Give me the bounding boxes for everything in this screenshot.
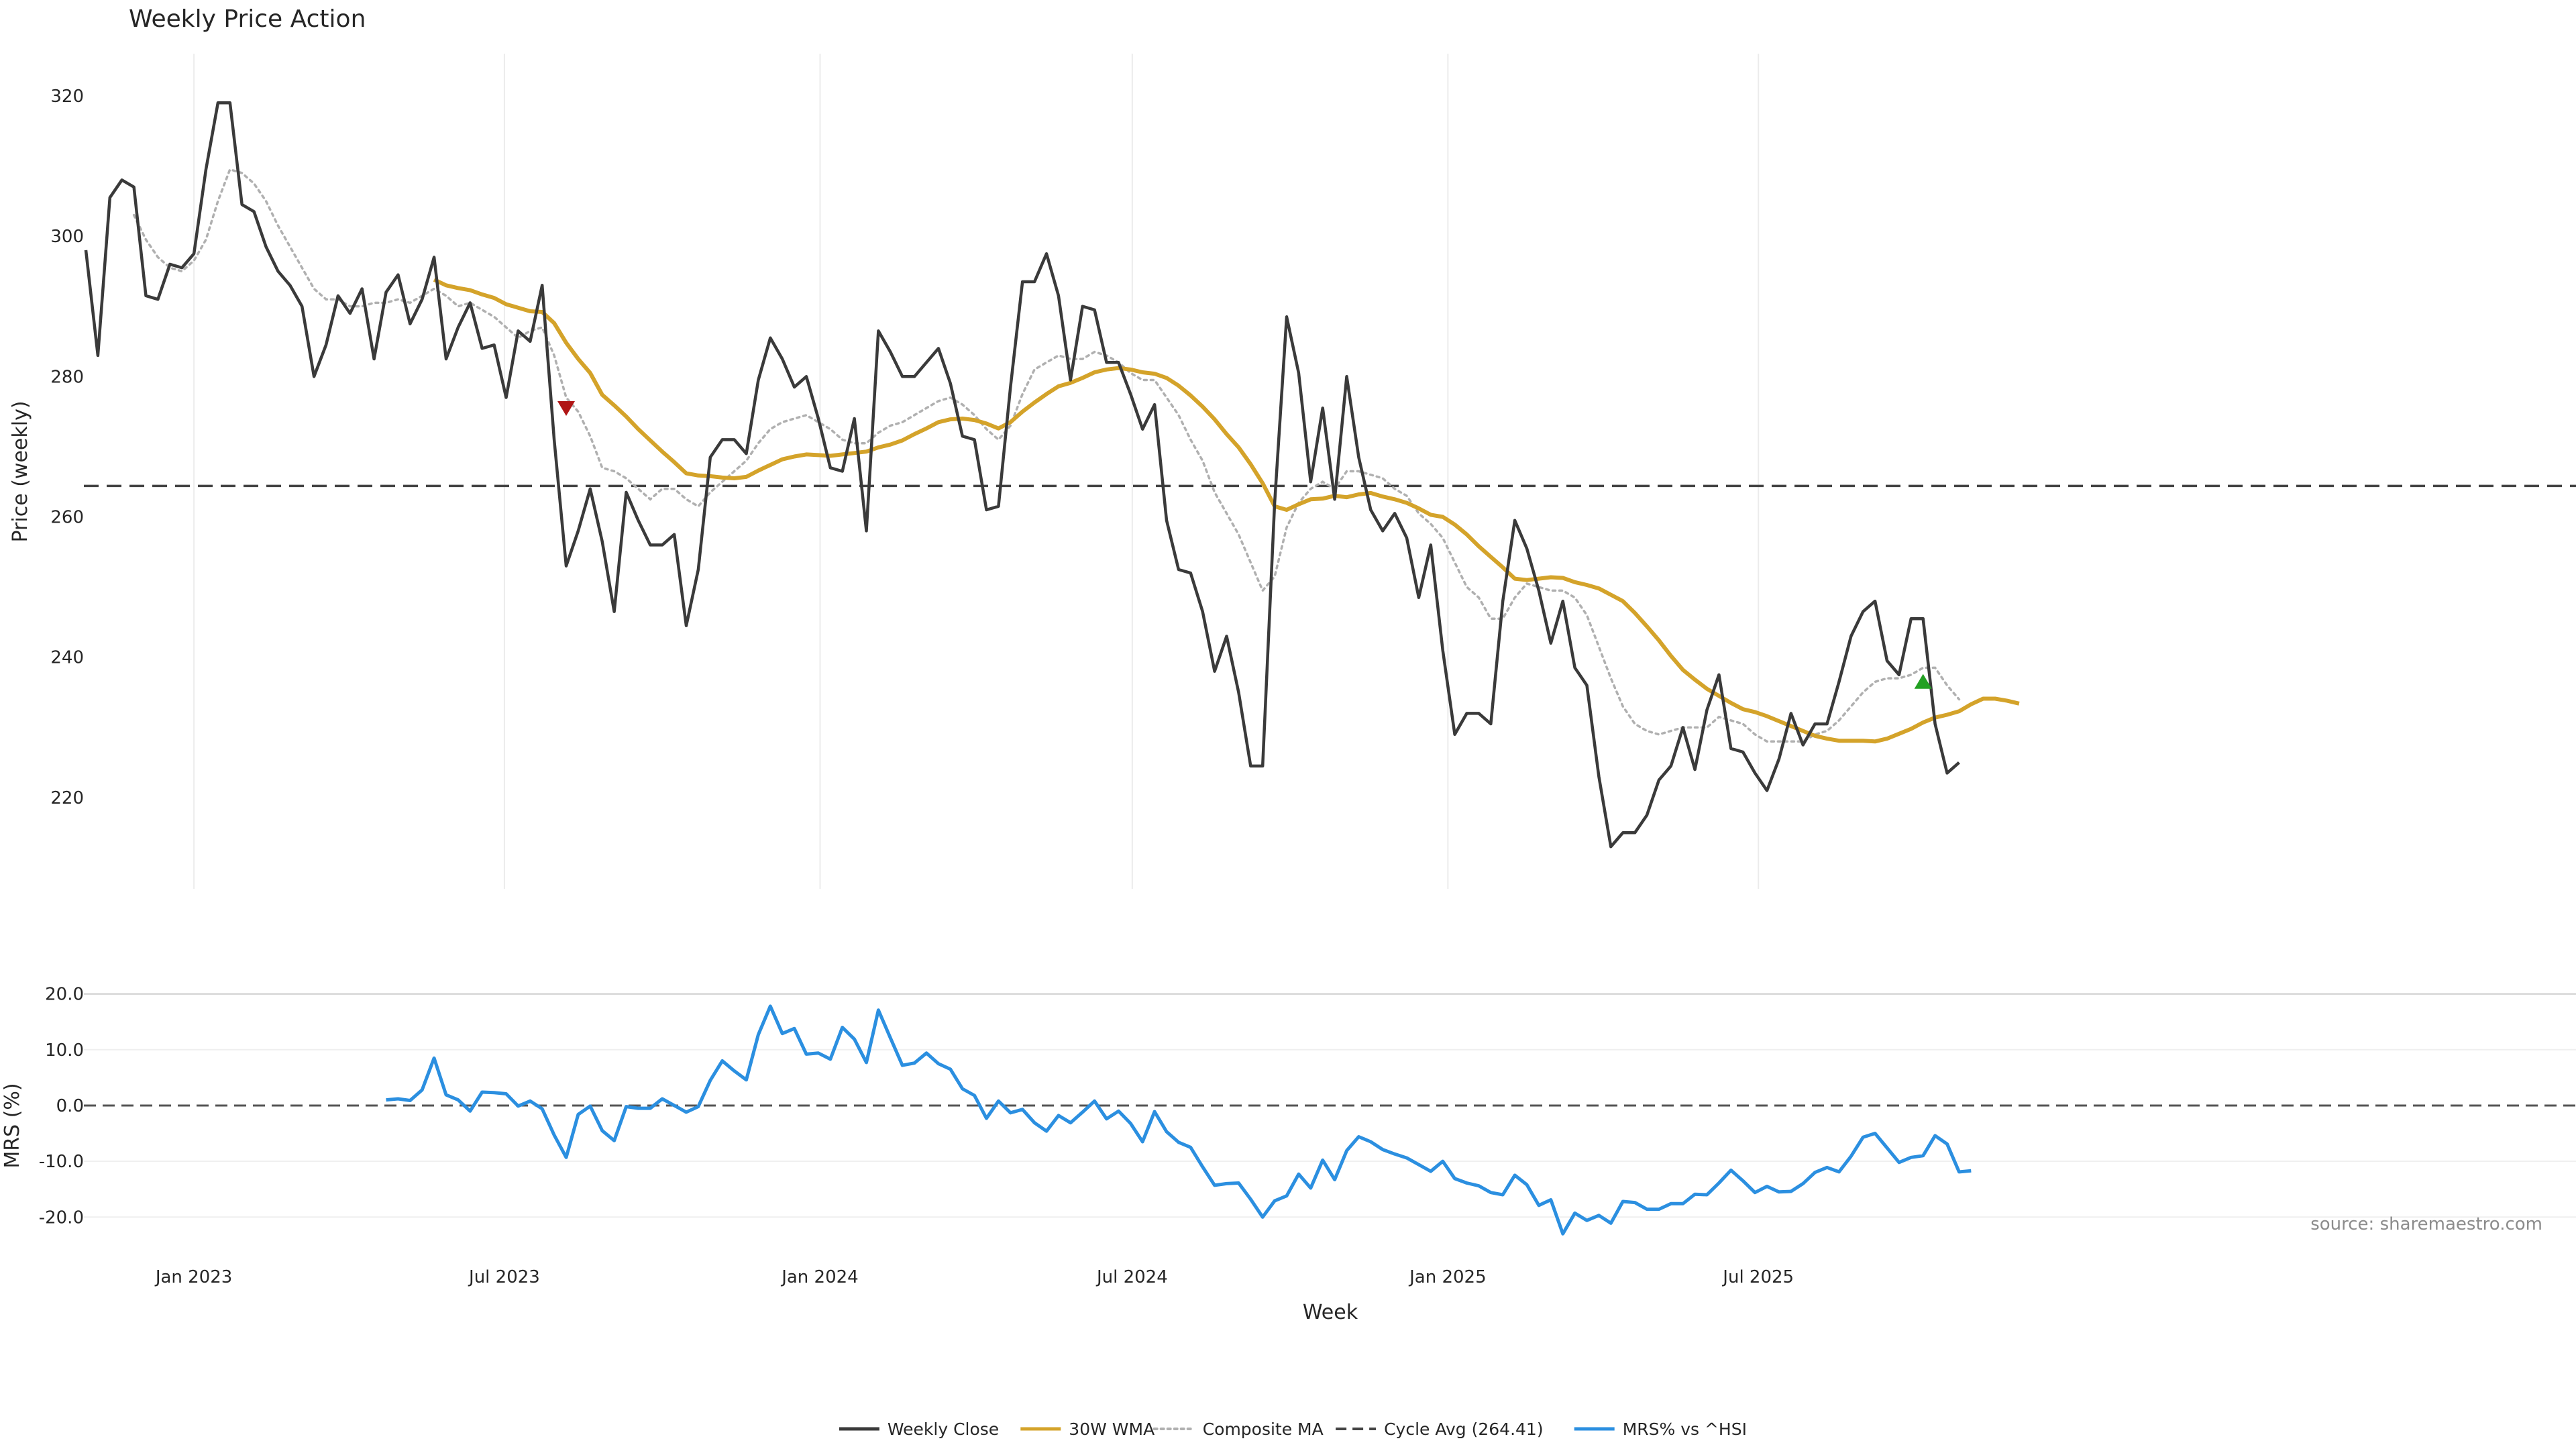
legend-item-4: MRS% vs ^HSI xyxy=(1574,1419,1747,1439)
mrs-panel: MRS (%) 20.0 10.0 0.0 -10.0 -20.0 source: sh… xyxy=(1,985,2576,1236)
legend-item-2: Composite MA xyxy=(1152,1419,1324,1439)
price-y-tick-220: 220 xyxy=(50,788,84,808)
mrs-line xyxy=(386,1004,1972,1236)
x-tick-1: Jul 2023 xyxy=(468,1267,540,1287)
price-y-tick-280: 280 xyxy=(50,367,84,387)
price-gridlines xyxy=(193,54,1760,889)
legend-item-1: 30W WMA xyxy=(1020,1419,1155,1439)
legend-label-1: 30W WMA xyxy=(1069,1419,1155,1439)
mrs-y-tick-4: -20.0 xyxy=(39,1208,84,1228)
legend-label-0: Weekly Close xyxy=(888,1419,999,1439)
mrs-y-tick-0: 20.0 xyxy=(45,985,84,1005)
legend-item-3: Cycle Avg (264.41) xyxy=(1336,1419,1544,1439)
price-y-ticks: 220 240 260 280 300 320 xyxy=(50,87,84,808)
price-y-tick-260: 260 xyxy=(50,508,84,528)
buy-signal-marker xyxy=(1914,674,1932,689)
legend: Weekly Close 30W WMA Composite MA Cycle Avg… xyxy=(839,1419,1747,1439)
legend-label-4: MRS% vs ^HSI xyxy=(1623,1419,1747,1439)
x-axis-ticks: Jan 2023 Jul 2023 Jan 2024 Jul 2024 Jan 2025… xyxy=(154,1267,1794,1287)
wma-30w-line xyxy=(433,278,2020,744)
price-series-layer xyxy=(84,101,2020,849)
sell-signal-marker xyxy=(557,400,575,417)
mrs-series-layer xyxy=(386,1004,1972,1236)
price-panel: Weekly Price Action Price (weekly) 220 24… xyxy=(9,5,2576,889)
x-tick-0: Jan 2023 xyxy=(154,1267,233,1287)
mrs-y-tick-2: 0.0 xyxy=(56,1096,84,1116)
mrs-y-axis-label: MRS (%) xyxy=(1,1083,24,1168)
x-tick-3: Jul 2024 xyxy=(1095,1267,1168,1287)
x-tick-4: Jan 2025 xyxy=(1408,1267,1487,1287)
legend-label-3: Cycle Avg (264.41) xyxy=(1384,1419,1544,1439)
legend-label-2: Composite MA xyxy=(1203,1419,1324,1439)
price-y-tick-300: 300 xyxy=(50,227,84,247)
chart-title: Weekly Price Action xyxy=(129,5,366,33)
price-y-tick-320: 320 xyxy=(50,87,84,107)
price-y-axis-label: Price (weekly) xyxy=(9,400,32,542)
x-axis-label: Week xyxy=(1303,1301,1358,1324)
x-tick-5: Jul 2025 xyxy=(1721,1267,1794,1287)
mrs-y-ticks: 20.0 10.0 0.0 -10.0 -20.0 xyxy=(39,985,84,1228)
signal-markers xyxy=(557,400,1932,689)
weekly-close-line xyxy=(84,101,1960,849)
legend-item-0: Weekly Close xyxy=(839,1419,999,1439)
mrs-y-tick-1: 10.0 xyxy=(45,1040,84,1061)
mrs-y-tick-3: -10.0 xyxy=(39,1152,84,1172)
x-tick-2: Jan 2024 xyxy=(780,1267,859,1287)
mrs-gridlines xyxy=(84,993,2576,1218)
source-annotation: source: sharemaestro.com xyxy=(2310,1214,2542,1234)
price-y-tick-240: 240 xyxy=(50,648,84,668)
